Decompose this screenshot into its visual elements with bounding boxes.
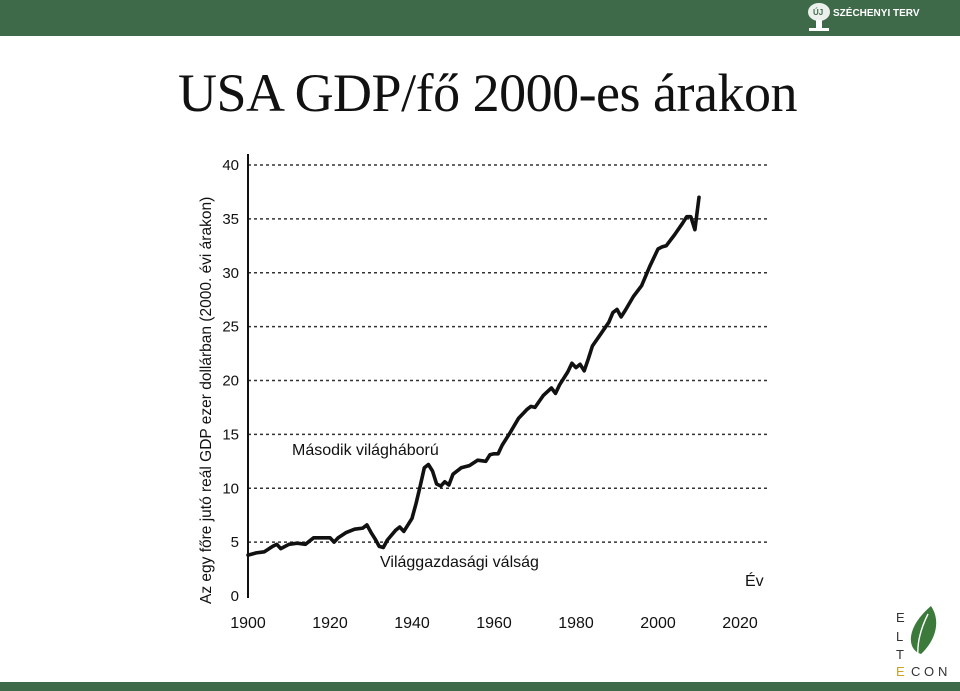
leaf-icon [910, 606, 937, 654]
bottom-banner [0, 682, 960, 691]
y-tick-label: 0 [231, 588, 239, 605]
x-tick-label: 1900 [230, 615, 266, 632]
y-tick-label: 5 [231, 534, 239, 551]
x-axis-label: Év [745, 571, 764, 590]
logo-letter: O [924, 664, 934, 679]
y-tick-label: 40 [222, 157, 239, 174]
leaf-vein-icon [917, 613, 929, 657]
logo-letter: E [896, 664, 905, 679]
logo-letter: L [896, 629, 903, 644]
x-tick-labels: 1900 1920 1940 1960 1980 2000 2020 [230, 615, 758, 632]
y-axis-label: Az egy főre jutó reál GDP ezer dollárban… [198, 197, 215, 604]
x-tick-label: 1940 [394, 615, 430, 632]
gridlines [248, 164, 768, 543]
emblem-base-icon [809, 28, 829, 31]
szechenyi-terv-logo: ÚJ SZÉCHENYI TERV [808, 3, 920, 31]
y-tick-label: 10 [222, 480, 239, 497]
slide-title: USA GDP/fő 2000-es árakon [178, 63, 797, 123]
annotation-great-depression: Világgazdasági válság [380, 554, 539, 571]
x-tick-label: 2000 [640, 615, 676, 632]
emblem-text: ÚJ [813, 8, 823, 17]
x-tick-label: 1920 [312, 615, 348, 632]
emblem-circle-icon [808, 3, 830, 21]
y-tick-label: 35 [222, 211, 239, 228]
gdp-series-line [246, 195, 701, 557]
y-tick-label: 15 [222, 426, 239, 443]
y-tick-label: 25 [222, 319, 239, 336]
top-banner [0, 0, 960, 36]
x-tick-label: 1980 [558, 615, 594, 632]
brand-text: SZÉCHENYI TERV [833, 6, 920, 19]
y-tick-label: 20 [222, 373, 239, 390]
emblem-stem-icon [816, 20, 822, 28]
x-tick-label: 2020 [722, 615, 758, 632]
y-tick-label: 30 [222, 265, 239, 282]
annotation-world-war-ii: Második világháború [292, 442, 439, 459]
logo-letter: N [938, 664, 947, 679]
logo-letter: E [896, 610, 905, 625]
logo-letter: T [896, 647, 904, 662]
y-tick-labels: 0 5 10 15 20 25 30 35 40 [222, 157, 239, 605]
logo-letter: C [911, 664, 920, 679]
x-tick-label: 1960 [476, 615, 512, 632]
